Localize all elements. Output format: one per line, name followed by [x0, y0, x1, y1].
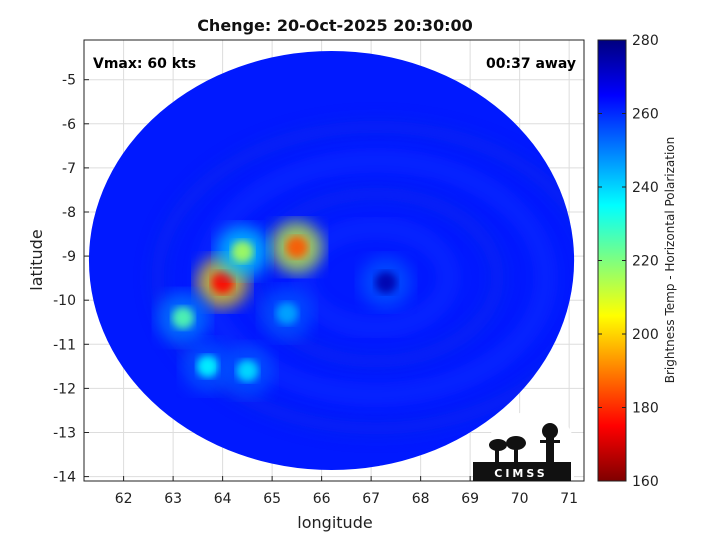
chart-title: Chenge: 20-Oct-2025 20:30:00: [197, 16, 473, 35]
feature-core: [285, 236, 308, 259]
y-tick-label: -12: [53, 381, 76, 397]
x-tick-label: 70: [511, 491, 529, 507]
vmax-annotation: Vmax: 60 kts: [93, 56, 196, 72]
temperature-feature: [260, 287, 313, 340]
x-tick-label: 63: [164, 491, 182, 507]
y-axis-ticks: -5 -6 -7 -8 -9 -10 -11 -12 -13 -14: [53, 73, 89, 486]
x-tick-label: 69: [461, 491, 479, 507]
colorbar-tick-label: 200: [632, 327, 659, 343]
x-axis-label: longitude: [297, 513, 372, 532]
swath-detail: [150, 119, 575, 436]
colorbar-tick-label: 180: [632, 401, 659, 417]
x-tick-label: 71: [560, 491, 578, 507]
y-tick-label: -7: [62, 161, 76, 177]
feature-core: [211, 271, 234, 294]
x-tick-label: 64: [214, 491, 232, 507]
y-tick-label: -14: [53, 470, 76, 486]
y-tick-label: -9: [62, 249, 76, 265]
colorbar: [597, 39, 627, 482]
x-axis-ticks: 62 63 64 65 66 67 68 69 70 71: [115, 476, 578, 507]
x-tick-label: 67: [362, 491, 380, 507]
spiral-band: [247, 186, 505, 369]
cimss-logo-text: CIMSS: [494, 467, 547, 480]
feature-core: [172, 306, 195, 329]
time-away-annotation: 00:37 away: [486, 56, 576, 72]
spiral-band: [296, 220, 456, 335]
cimss-logo: CIMSS: [473, 410, 574, 481]
feature-core: [275, 302, 298, 325]
x-tick-label: 68: [412, 491, 430, 507]
brightness-temperature-swath: [88, 51, 575, 470]
y-tick-label: -5: [62, 73, 76, 89]
colorbar-tick-label: 160: [632, 474, 659, 490]
temperature-feature: [221, 344, 274, 397]
feature-core: [374, 271, 397, 294]
y-tick-label: -10: [53, 293, 76, 309]
feature-core: [236, 359, 259, 382]
colorbar-label: Brightness Temp - Horizontal Polarizatio…: [663, 137, 677, 384]
feature-core: [231, 240, 254, 263]
x-tick-label: 66: [313, 491, 331, 507]
y-tick-label: -8: [62, 205, 76, 221]
colorbar-tick-label: 280: [632, 33, 659, 49]
y-tick-label: -6: [62, 117, 76, 133]
colorbar-tick-label: 240: [632, 180, 659, 196]
plot-frame: [83, 39, 585, 482]
temperature-feature: [157, 291, 210, 344]
temperature-feature: [181, 340, 234, 393]
spiral-band: [150, 119, 575, 436]
temperature-feature: [216, 225, 269, 278]
y-tick-label: -11: [53, 337, 76, 353]
x-tick-label: 62: [115, 491, 133, 507]
colorbar-ticks: 280 260 240 220 200 180 160: [598, 33, 659, 490]
feature-core: [196, 355, 219, 378]
y-tick-label: -13: [53, 425, 76, 441]
colorbar-tick-label: 220: [632, 254, 659, 270]
temperature-feature: [359, 256, 412, 309]
y-axis-label: latitude: [27, 229, 46, 290]
x-tick-label: 65: [263, 491, 281, 507]
colorbar-tick-label: 260: [632, 107, 659, 123]
temperature-feature: [270, 221, 323, 274]
